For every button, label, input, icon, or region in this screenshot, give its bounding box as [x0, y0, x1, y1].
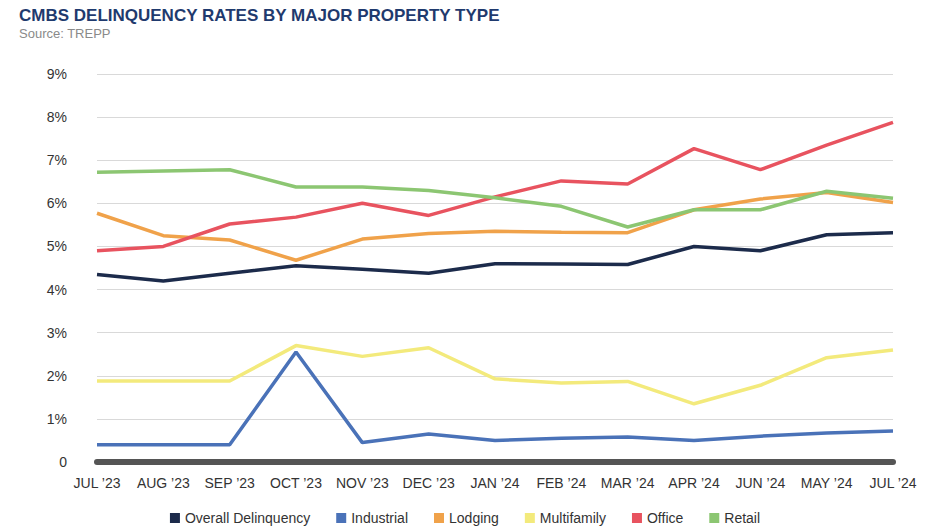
svg-text:Overall Delinquency: Overall Delinquency: [185, 510, 310, 526]
svg-text:JAN ’24: JAN ’24: [470, 475, 519, 491]
svg-text:MAR ’24: MAR ’24: [601, 475, 655, 491]
svg-text:Industrial: Industrial: [351, 510, 408, 526]
svg-text:8%: 8%: [47, 109, 67, 125]
svg-text:Multifamily: Multifamily: [540, 510, 606, 526]
svg-text:SEP ’23: SEP ’23: [204, 475, 255, 491]
svg-text:7%: 7%: [47, 152, 67, 168]
svg-text:6%: 6%: [47, 195, 67, 211]
svg-text:2%: 2%: [47, 368, 67, 384]
svg-text:CMBS DELINQUENCY RATES BY MAJO: CMBS DELINQUENCY RATES BY MAJOR PROPERTY…: [19, 6, 499, 25]
svg-text:5%: 5%: [47, 238, 67, 254]
svg-text:DEC ’23: DEC ’23: [403, 475, 455, 491]
svg-text:1%: 1%: [47, 411, 67, 427]
svg-text:MAY ’24: MAY ’24: [801, 475, 853, 491]
svg-text:Office: Office: [647, 510, 684, 526]
svg-text:9%: 9%: [47, 66, 67, 82]
svg-text:3%: 3%: [47, 325, 67, 341]
svg-text:AUG ’23: AUG ’23: [137, 475, 190, 491]
svg-text:4%: 4%: [47, 282, 67, 298]
svg-text:JUL ’23: JUL ’23: [74, 475, 121, 491]
svg-text:Source: TREPP: Source: TREPP: [19, 26, 111, 41]
svg-text:0: 0: [59, 454, 67, 470]
svg-text:JUL ’24: JUL ’24: [870, 475, 917, 491]
svg-text:FEB ’24: FEB ’24: [536, 475, 586, 491]
svg-text:Lodging: Lodging: [449, 510, 499, 526]
svg-text:JUN ’24: JUN ’24: [735, 475, 785, 491]
svg-text:Retail: Retail: [724, 510, 760, 526]
svg-text:OCT ’23: OCT ’23: [270, 475, 322, 491]
svg-text:APR ’24: APR ’24: [668, 475, 720, 491]
svg-text:NOV ’23: NOV ’23: [336, 475, 389, 491]
